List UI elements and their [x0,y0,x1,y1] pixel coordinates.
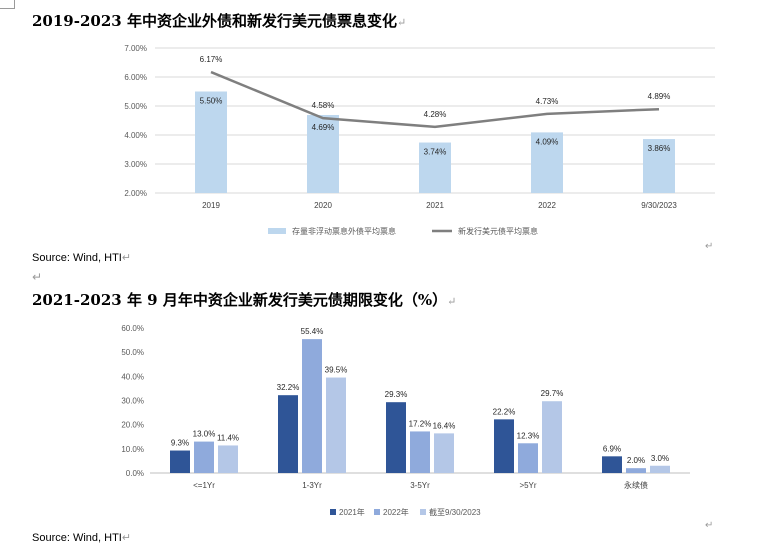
line-data-label: 4.28% [424,110,447,119]
chart1-source-text: Source: Wind, HTI [32,252,122,264]
line-data-label: 4.73% [536,97,559,106]
x-category-label: 3-5Yr [410,481,430,490]
return-mark: ↵ [121,252,132,264]
paragraph-mark: ↵ [32,270,43,284]
x-category-label: >5Yr [519,481,536,490]
return-mark: ↵ [121,532,132,544]
x-category-label: 2020 [314,201,332,210]
bar-data-label: 55.4% [301,327,324,336]
bar-data-label: 29.7% [541,389,564,398]
line-data-label: 6.17% [200,55,223,64]
chart2-source-text: Source: Wind, HTI [32,532,122,544]
bar-data-label: 5.50% [200,97,223,106]
bar-stock-coupon [195,91,227,193]
bar-data-label: 17.2% [409,419,432,428]
legend-label: 2022年 [383,507,409,517]
y-tick-label: 3.00% [124,160,147,169]
bar-data-label: 22.2% [493,407,516,416]
y-tick-label: 30.0% [121,397,144,406]
legend-label: 截至9/30/2023 [429,507,481,517]
bar-data-label: 3.74% [424,148,447,157]
legend-label-bar: 存量非浮动票息外债平均票息 [292,226,396,236]
y-tick-label: 0.0% [126,469,144,478]
bar-series-3 [434,433,454,473]
x-category-label: <=1Yr [193,481,215,490]
return-mark: ↵ [447,295,457,308]
bar-data-label: 16.4% [433,421,456,430]
bar-data-label: 4.69% [312,123,335,132]
line-data-label: 4.89% [648,92,671,101]
y-tick-label: 7.00% [124,44,147,53]
legend-label: 2021年 [339,507,365,517]
y-tick-label: 2.00% [124,189,147,198]
bar-series-2 [518,443,538,473]
paragraph-mark: ↵ [705,520,714,531]
bar-data-label: 13.0% [193,430,216,439]
bar-stock-coupon [419,142,451,193]
chart2-heading-text: 2021-2023 年 9 月年中资企业新发行美元债期限变化（%） [32,291,448,309]
bar-series-3 [542,401,562,473]
legend-swatch-series-2 [374,509,380,515]
bar-series-1 [170,450,190,473]
x-category-label: 1-3Yr [302,481,322,490]
bar-series-3 [326,377,346,473]
bar-series-1 [278,395,298,473]
bar-series-2 [626,468,646,473]
y-tick-label: 4.00% [124,131,147,140]
y-tick-label: 60.0% [121,324,144,333]
y-tick-label: 40.0% [121,372,144,381]
chart1-heading-text: 2019-2023 年中资企业外债和新发行美元债票息变化 [32,12,397,30]
y-tick-label: 5.00% [124,102,147,111]
x-category-label: 2019 [202,201,220,210]
bar-series-3 [218,445,238,473]
maturity-chart: 0.0% 10.0% 20.0% 30.0% 40.0% 50.0% 60.0% 9.3% 13… [121,324,690,517]
y-tick-label: 6.00% [124,73,147,82]
return-mark: ↵ [396,16,407,29]
paragraph-mark: ↵ [705,241,714,252]
y-tick-label: 50.0% [121,348,144,357]
page-corner-marker [0,0,15,9]
bar-series-1 [602,456,622,473]
bar-data-label: 29.3% [385,390,408,399]
bar-data-label: 12.3% [517,431,540,440]
chart1-source: Source: Wind, HTI↵ [32,251,131,264]
bar-series-1 [386,402,406,473]
x-category-label: 永续债 [624,480,648,490]
bar-series-1 [494,419,514,473]
bar-stock-coupon [643,139,675,193]
bar-data-label: 3.0% [651,454,669,463]
chart2-source: Source: Wind, HTI↵ [32,531,131,544]
bar-data-label: 4.09% [536,137,559,146]
bar-series-2 [194,441,214,473]
bar-series-2 [302,339,322,473]
bar-series-3 [650,465,670,473]
legend-swatch-series-3 [420,509,426,515]
chart1-heading: 2019-2023 年中资企业外债和新发行美元债票息变化↵ [32,10,406,31]
line-new-issue-coupon [210,70,660,129]
x-category-label: 9/30/2023 [641,201,677,210]
coupon-chart: 2.00% 3.00% 4.00% 5.00% 6.00% 7.00% 2019 2020 20… [124,44,715,236]
y-tick-label: 10.0% [121,445,144,454]
bar-data-label: 11.4% [217,433,239,442]
bar-series-2 [410,431,430,473]
legend-swatch-bar [268,228,286,234]
chart2-heading: 2021-2023 年 9 月年中资企业新发行美元债期限变化（%）↵ [32,289,456,310]
x-category-label: 2022 [538,201,556,210]
bar-data-label: 32.2% [277,383,300,392]
bar-data-label: 3.86% [648,144,671,153]
line-data-label: 4.58% [312,101,335,110]
y-tick-label: 20.0% [121,421,144,430]
legend-label-line: 新发行美元债平均票息 [458,226,538,236]
legend-swatch-series-1 [330,509,336,515]
bar-data-label: 6.9% [603,444,621,453]
bar-stock-coupon [531,132,563,193]
bar-data-label: 9.3% [171,439,189,448]
bar-data-label: 2.0% [627,456,645,465]
bar-data-label: 39.5% [325,366,348,375]
bar-stock-coupon [307,114,339,193]
x-category-label: 2021 [426,201,444,210]
